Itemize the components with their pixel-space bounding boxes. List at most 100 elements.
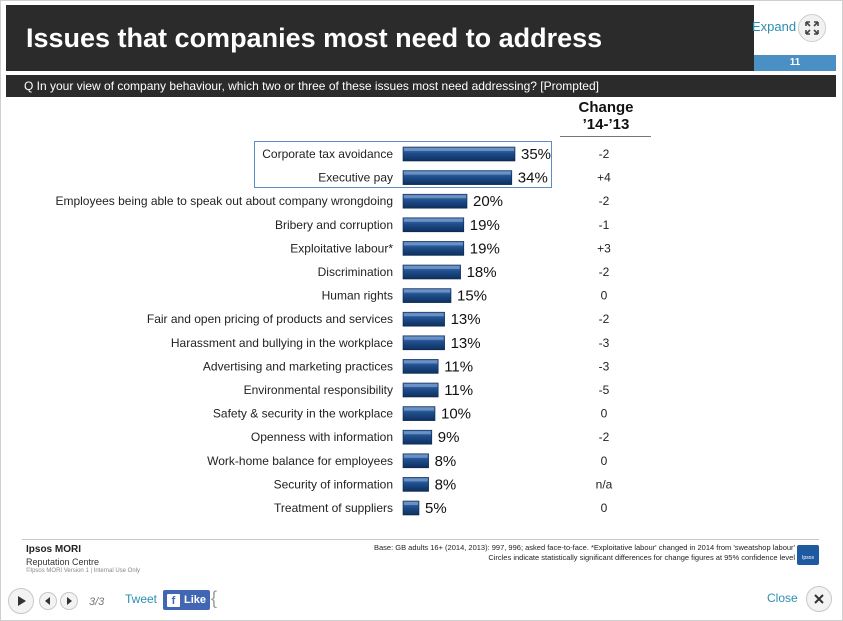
tweet-link[interactable]: Tweet (125, 592, 158, 606)
bar-shine (404, 336, 444, 340)
close-icon (814, 594, 824, 604)
category-label: Human rights (322, 289, 393, 303)
ipsos-logo: Ipsos (797, 545, 819, 565)
change-value: +4 (597, 171, 611, 185)
expand-link[interactable]: Expand (752, 19, 797, 34)
bar-shine (404, 242, 463, 246)
expand-button[interactable] (798, 14, 826, 42)
close-button[interactable] (806, 586, 832, 612)
value-label: 10% (441, 406, 471, 423)
previous-icon (45, 597, 50, 605)
value-label: 11% (444, 382, 473, 399)
change-value: -1 (599, 218, 610, 232)
bar-shine (404, 289, 450, 293)
bar-shine (404, 313, 444, 317)
category-label: Executive pay (318, 171, 393, 185)
change-value: -2 (599, 430, 610, 444)
footer-rule (22, 539, 819, 540)
brand-name: Ipsos MORI (26, 544, 82, 555)
play-button[interactable] (8, 588, 34, 614)
slide-title: Issues that companies most need to addre… (26, 23, 603, 53)
category-label: Harassment and bullying in the workplace (171, 336, 393, 350)
change-value: n/a (596, 477, 613, 491)
category-label: Openness with information (251, 430, 393, 444)
change-value: -3 (599, 336, 610, 350)
bar-shine (404, 360, 438, 364)
value-label: 8% (435, 476, 457, 493)
change-header-rule (560, 136, 651, 137)
brand-small-print: ©Ipsos MORI Version 1 | Internal Use Onl… (26, 568, 141, 574)
value-label: 35% (521, 146, 551, 163)
bar-shine (404, 384, 438, 387)
highlight-box (254, 141, 552, 188)
change-value: -3 (599, 359, 610, 373)
value-label: 11% (444, 358, 473, 375)
value-label: 18% (467, 264, 497, 281)
value-label: 8% (435, 453, 457, 470)
change-value: -2 (599, 194, 610, 208)
change-value: 0 (601, 454, 608, 468)
value-label: 9% (438, 429, 460, 446)
change-value: 0 (601, 407, 608, 421)
previous-button[interactable] (39, 592, 57, 610)
bar-shine (404, 266, 460, 269)
category-label: Safety & security in the workplace (213, 407, 393, 421)
facebook-like-button[interactable]: f Like (163, 590, 210, 610)
logo-text: Ipsos (802, 555, 814, 561)
play-icon (18, 596, 26, 606)
category-label: Treatment of suppliers (274, 501, 393, 515)
close-link[interactable]: Close (767, 591, 798, 605)
change-value: -2 (599, 312, 610, 326)
value-label: 15% (457, 288, 487, 305)
category-label: Bribery and corruption (275, 218, 393, 232)
change-value: -2 (599, 147, 610, 161)
value-label: 5% (425, 500, 447, 517)
bar-shine (404, 148, 514, 151)
change-value: 0 (601, 289, 608, 303)
bar-shine (404, 431, 431, 435)
facebook-icon: f (167, 593, 180, 607)
value-label: 13% (451, 335, 481, 352)
category-label: Fair and open pricing of products and se… (147, 312, 393, 326)
change-header-line1: Change (578, 99, 634, 116)
page-number: 11 (754, 55, 836, 71)
next-button[interactable] (60, 592, 78, 610)
value-label: 34% (518, 170, 548, 187)
category-label: Employees being able to speak out about … (55, 194, 393, 208)
question-bar: Q In your view of company behaviour, whi… (6, 75, 836, 97)
bar-shine (404, 454, 428, 458)
slide-counter: 3/3 (89, 596, 105, 608)
like-label: Like (184, 594, 207, 606)
value-label: 13% (451, 311, 481, 328)
change-value: -2 (599, 265, 610, 279)
circles-note: Circles indicate statistically significa… (488, 553, 795, 562)
bar-shine (404, 502, 418, 505)
like-count-bubble: { (211, 588, 218, 608)
bar-shine (404, 218, 463, 222)
brand-unit: Reputation Centre (26, 557, 100, 567)
title-bar: Issues that companies most need to addre… (6, 5, 754, 71)
expand-icon (805, 21, 819, 35)
category-label: Work-home balance for employees (207, 454, 393, 468)
base-note: Base: GB adults 16+ (2014, 2013): 997, 9… (373, 543, 795, 552)
bar-shine (404, 407, 434, 411)
value-label: 19% (470, 240, 500, 257)
bar-shine (404, 171, 511, 175)
value-label: 19% (470, 217, 500, 234)
next-icon (67, 597, 72, 605)
category-label: Environmental responsibility (244, 383, 393, 397)
change-header-line2: ’14-’13 (582, 116, 630, 133)
change-value: -5 (599, 383, 610, 397)
category-label: Corporate tax avoidance (262, 147, 393, 161)
change-column-header: Change ’14-’13 (562, 99, 650, 133)
value-label: 20% (473, 193, 503, 210)
category-label: Security of information (274, 477, 393, 491)
category-label: Discrimination (318, 265, 393, 279)
bar-shine (404, 478, 428, 482)
bar-shine (404, 195, 466, 199)
issues-bar-chart: Corporate tax avoidance 35% -2 Executive pa… (55, 146, 613, 517)
question-text: Q In your view of company behaviour, whi… (24, 79, 599, 93)
category-label: Advertising and marketing practices (203, 359, 393, 373)
change-value: 0 (601, 501, 608, 515)
category-label: Exploitative labour* (290, 241, 393, 255)
